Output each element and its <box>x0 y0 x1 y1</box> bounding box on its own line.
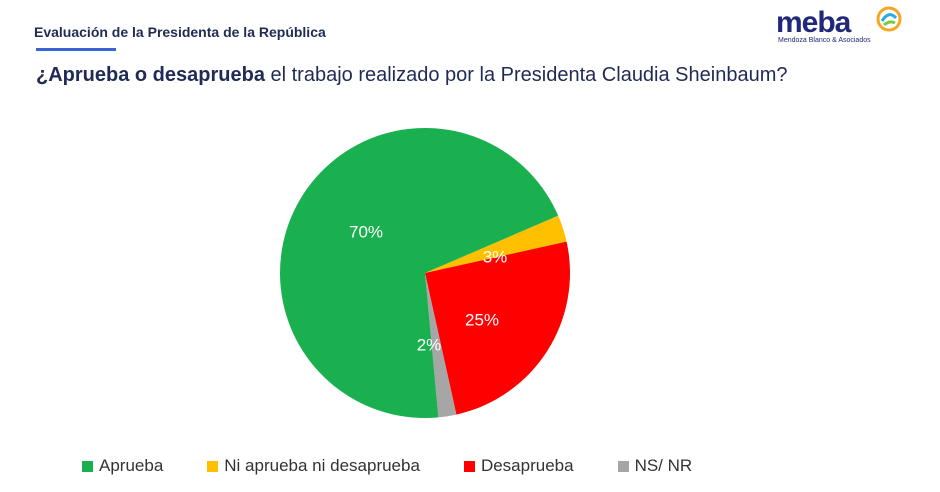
data-label-ns-nr: 2% <box>417 335 442 354</box>
legend-swatch <box>617 460 629 472</box>
legend-item: NS/ NR <box>617 456 693 476</box>
legend-label: Ni aprueba ni desaprueba <box>224 456 420 475</box>
legend-swatch <box>463 460 475 472</box>
legend-swatch <box>207 460 219 472</box>
data-label-aprueba: 70% <box>349 222 383 241</box>
section-title: Evaluación de la Presidenta de la Repúbl… <box>34 24 326 40</box>
legend-item: Aprueba <box>82 456 163 476</box>
section-title-underline <box>36 48 116 51</box>
legend-item: Desaprueba <box>463 456 574 476</box>
chart-legend: Aprueba Ni aprueba ni desaprueba Desaprueb… <box>82 456 736 476</box>
logo-subtitle: Mendoza Blanco & Asociados <box>778 37 871 44</box>
legend-item: Ni aprueba ni desaprueba <box>207 456 420 476</box>
logo-wordmark: meba <box>776 6 851 39</box>
legend-label: Desaprueba <box>480 456 574 475</box>
pie-slice-desaprueba <box>425 241 570 415</box>
data-label-desaprueba: 25% <box>465 310 499 329</box>
legend-swatch <box>82 460 93 472</box>
pie-slice-aprueba <box>279 128 559 419</box>
legend-label: NS/ NR <box>634 456 693 475</box>
brand-logo: meba Mendoza Blanco & Asociados <box>764 6 914 46</box>
question-title: ¿Aprueba o desaprueba el trabajo realiza… <box>36 64 896 87</box>
question-rest-part: el trabajo realizado por la Presidenta C… <box>264 64 788 86</box>
legend-label: Aprueba <box>99 456 164 475</box>
logo-swirl-icon <box>876 6 902 32</box>
question-bold-part: ¿Aprueba o desaprueba <box>36 64 265 86</box>
pie-slice-ns-nr <box>425 273 457 418</box>
pie-slice-ni-aprueba-ni-desaprueba <box>425 215 567 273</box>
data-label-ni-aprueba-ni-desaprueba: 3% <box>483 247 508 266</box>
